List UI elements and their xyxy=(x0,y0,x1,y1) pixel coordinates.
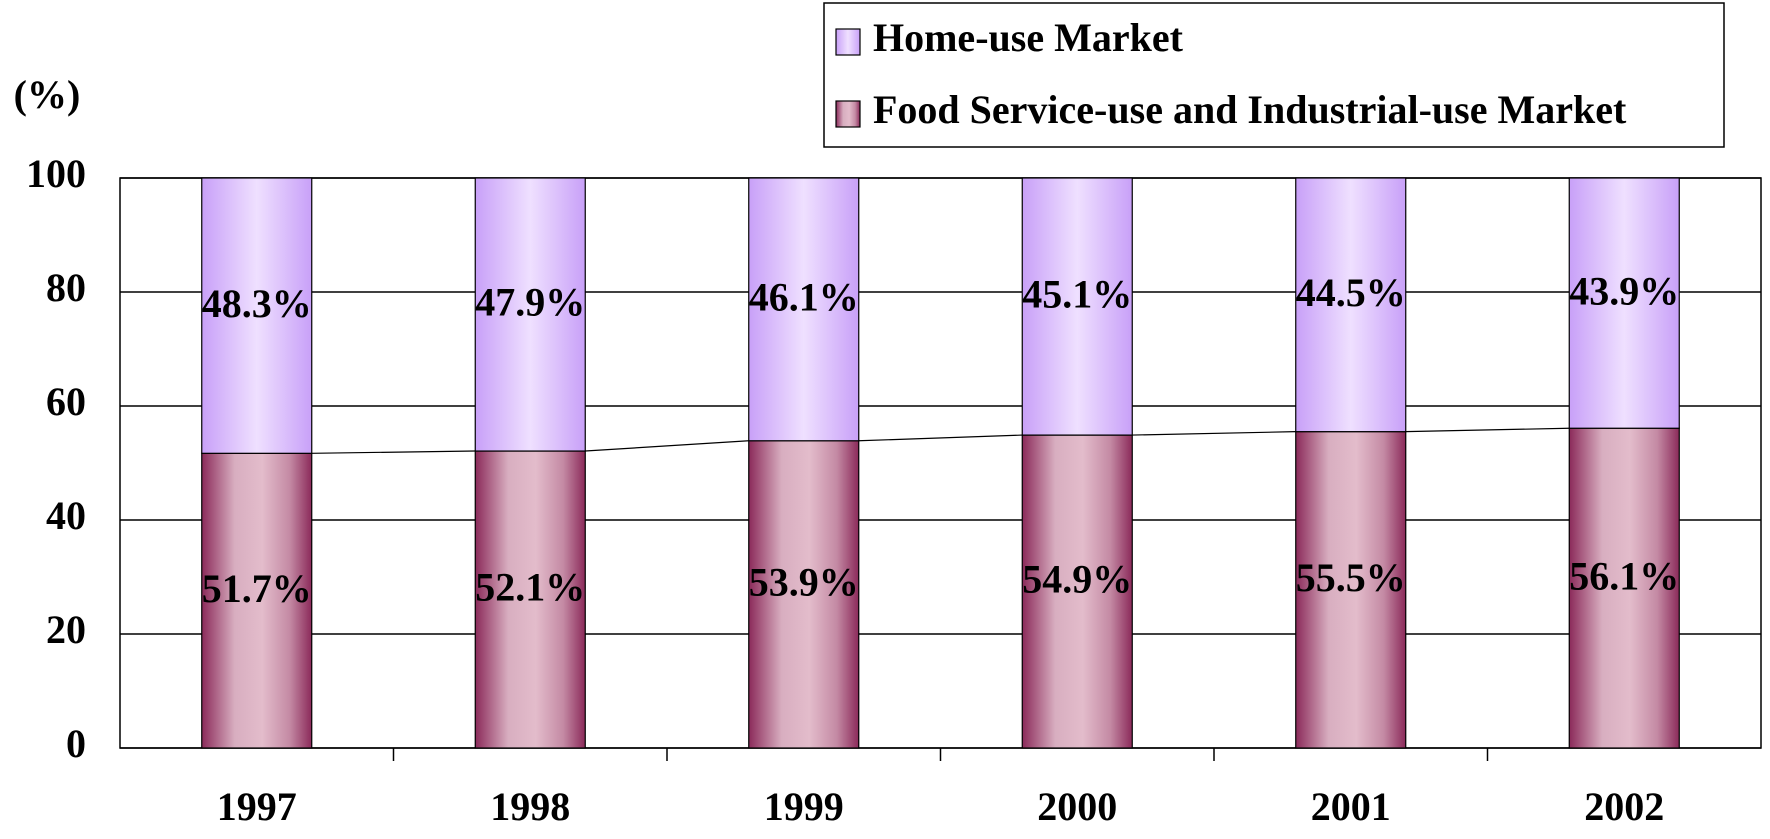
value-label: 47.9% xyxy=(475,280,585,325)
bar-segment xyxy=(1021,177,1133,436)
plot-area xyxy=(119,177,1762,749)
bar-segment xyxy=(1568,177,1680,429)
x-tick-label: 1999 xyxy=(764,784,844,829)
legend-box xyxy=(823,2,1725,148)
value-label: 45.1% xyxy=(1022,272,1132,317)
series-line xyxy=(858,434,1023,442)
legend-label: Food Service-use and Industrial-use Mark… xyxy=(873,87,1627,132)
series-line xyxy=(311,450,476,454)
value-label: 55.5% xyxy=(1296,555,1406,600)
y-tick-label: 80 xyxy=(46,265,86,310)
bar-segment xyxy=(748,177,860,442)
value-label: 48.3% xyxy=(202,281,312,326)
series-line xyxy=(1405,427,1570,433)
x-tick-label: 2002 xyxy=(1584,784,1664,829)
y-tick-label: 60 xyxy=(46,379,86,424)
value-label: 54.9% xyxy=(1022,557,1132,602)
bar-segment xyxy=(1295,431,1407,749)
value-label: 52.1% xyxy=(475,565,585,610)
value-label: 46.1% xyxy=(749,275,859,320)
x-tick-label: 1997 xyxy=(217,784,297,829)
bar-segment xyxy=(474,450,586,749)
bar-segment xyxy=(201,452,313,749)
y-tick-label: 100 xyxy=(26,151,86,196)
series-line xyxy=(585,440,749,452)
bar-segment xyxy=(1021,434,1133,749)
legend-label: Home-use Market xyxy=(873,15,1184,60)
y-tick-label: 0 xyxy=(66,721,86,766)
value-label: 53.9% xyxy=(749,560,859,605)
value-label: 43.9% xyxy=(1569,268,1679,313)
bar-segment xyxy=(1568,427,1680,749)
bar-segment xyxy=(474,177,586,452)
y-tick-label: 20 xyxy=(46,607,86,652)
x-tick-label: 1998 xyxy=(490,784,570,829)
value-label: 51.7% xyxy=(202,566,312,611)
legend-swatch xyxy=(835,100,861,128)
series-line xyxy=(1132,431,1296,436)
bar-segment xyxy=(201,177,313,454)
y-tick-label: 40 xyxy=(46,493,86,538)
value-label: 56.1% xyxy=(1569,553,1679,598)
value-label: 44.5% xyxy=(1296,270,1406,315)
bar-segment xyxy=(1295,177,1407,433)
x-tick-label: 2000 xyxy=(1037,784,1117,829)
x-tick-label: 2001 xyxy=(1311,784,1391,829)
legend-swatch xyxy=(835,28,861,56)
y-axis-label: (%) xyxy=(14,72,81,117)
bar-segment xyxy=(748,440,860,749)
